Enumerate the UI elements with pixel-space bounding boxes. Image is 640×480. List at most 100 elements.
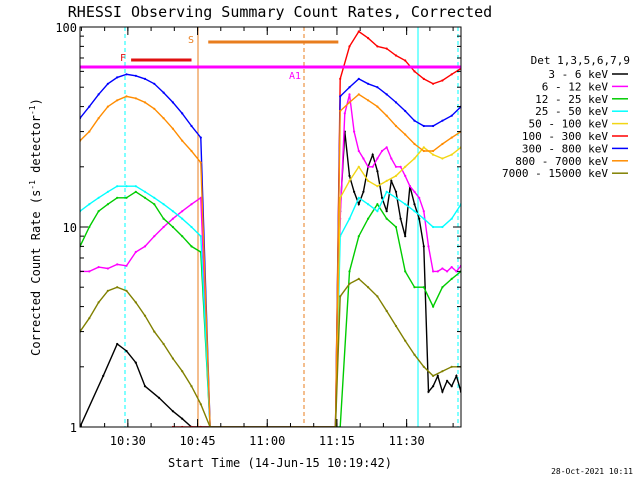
series-line-8 xyxy=(80,93,461,427)
y-tick-label: 1 xyxy=(70,421,77,435)
series-3-point xyxy=(376,203,379,206)
series-3-point xyxy=(432,305,435,308)
series-9-point xyxy=(97,301,100,304)
series-9-point xyxy=(339,295,342,298)
series-2-point xyxy=(134,250,137,254)
series-2-point xyxy=(343,112,346,115)
series-2-point xyxy=(408,185,411,188)
y-axis-label-part-1: Corrected Count Rate (s xyxy=(29,190,43,356)
series-8-point xyxy=(88,130,91,133)
series-7-point xyxy=(357,77,360,80)
series-4-point xyxy=(116,185,119,188)
series-3-point xyxy=(348,270,351,273)
series-8-point xyxy=(385,114,388,117)
series-9-point xyxy=(190,385,193,388)
y-axis: 1 10 100 xyxy=(55,21,461,435)
series-9-point xyxy=(441,370,444,373)
series-1-point xyxy=(404,235,407,238)
series-5-point xyxy=(376,185,379,188)
series-2-point xyxy=(418,196,421,199)
series-8-point xyxy=(153,107,156,110)
series-2-point xyxy=(376,157,379,160)
series-1-point xyxy=(171,410,174,413)
series-5-point xyxy=(441,157,444,160)
series-8-point xyxy=(432,149,435,153)
series-8-point xyxy=(116,99,119,102)
y-tick-label: 10 xyxy=(63,221,77,235)
series-7-point xyxy=(97,93,100,96)
series-8-point xyxy=(190,149,193,153)
series-9-point xyxy=(413,353,416,356)
series-4-point xyxy=(134,185,137,188)
series-4-point xyxy=(385,190,388,193)
series-6-point xyxy=(404,59,407,62)
series-1-point xyxy=(455,374,458,377)
series-1-point xyxy=(422,245,425,248)
legend-label-9: 7000 - 15000 keV xyxy=(502,167,608,180)
series-2-point xyxy=(436,270,439,273)
series-3-point xyxy=(385,217,388,220)
series-9-point xyxy=(106,289,109,292)
series-9-point xyxy=(432,374,435,377)
series-5-point xyxy=(450,153,453,156)
series-7-point xyxy=(376,86,379,89)
series-line-6 xyxy=(172,30,461,427)
series-1-point xyxy=(385,210,388,213)
series-7-point xyxy=(162,91,165,94)
series-9-point xyxy=(404,339,407,342)
series-3-point xyxy=(171,225,174,229)
series-1-point xyxy=(125,349,128,353)
series-3-point xyxy=(88,225,91,229)
series-3-point xyxy=(404,270,407,273)
series-1-point xyxy=(134,361,137,364)
series-9-point xyxy=(181,370,184,373)
series-1-point xyxy=(376,170,379,173)
legend-label-1: 3 - 6 keV xyxy=(548,68,608,81)
series-3-point xyxy=(143,196,147,199)
series-6-point xyxy=(339,77,342,80)
series-2-point xyxy=(153,235,156,238)
series-7-point xyxy=(134,74,137,77)
series-1-point xyxy=(390,179,393,182)
series-8-point xyxy=(394,124,398,128)
series-6-point xyxy=(413,70,416,73)
series-5-point xyxy=(422,146,425,149)
series-3-point xyxy=(116,196,119,199)
series-1-point xyxy=(399,217,402,220)
series-1-point xyxy=(102,374,105,377)
series-1-point xyxy=(413,203,416,206)
series-4-point xyxy=(422,217,425,220)
series-9-point xyxy=(171,357,174,360)
series-4-point xyxy=(348,217,351,220)
series-1-point xyxy=(432,385,435,388)
series-5-point xyxy=(413,157,416,160)
series-2-point xyxy=(450,266,453,269)
series-2-point xyxy=(422,210,425,213)
series-line-4 xyxy=(80,185,461,427)
series-6-point xyxy=(450,73,453,76)
series-7-point xyxy=(88,105,91,108)
series-7-point xyxy=(394,101,398,104)
series-3-point xyxy=(441,286,444,289)
series-7-point xyxy=(171,101,174,104)
series-4-point xyxy=(190,225,193,229)
series-3-point xyxy=(190,245,193,248)
series-9-point xyxy=(450,365,453,368)
y-tick-label: 100 xyxy=(55,21,77,35)
series-4-point xyxy=(441,225,444,229)
series-5-point xyxy=(339,196,342,199)
series-line-7 xyxy=(80,73,461,427)
series-1-point xyxy=(418,217,421,220)
series-8-point xyxy=(181,139,184,142)
series-2-point xyxy=(143,245,147,248)
series-1-point xyxy=(353,190,356,193)
series-7-point xyxy=(413,119,416,122)
series-8-point xyxy=(97,117,100,120)
x-tick-label: 11:00 xyxy=(249,434,285,448)
series-9-point xyxy=(385,309,388,313)
series-2-point xyxy=(116,263,119,266)
series-4-point xyxy=(394,196,398,199)
series-3-point xyxy=(413,286,416,289)
series-2-point xyxy=(441,267,444,270)
